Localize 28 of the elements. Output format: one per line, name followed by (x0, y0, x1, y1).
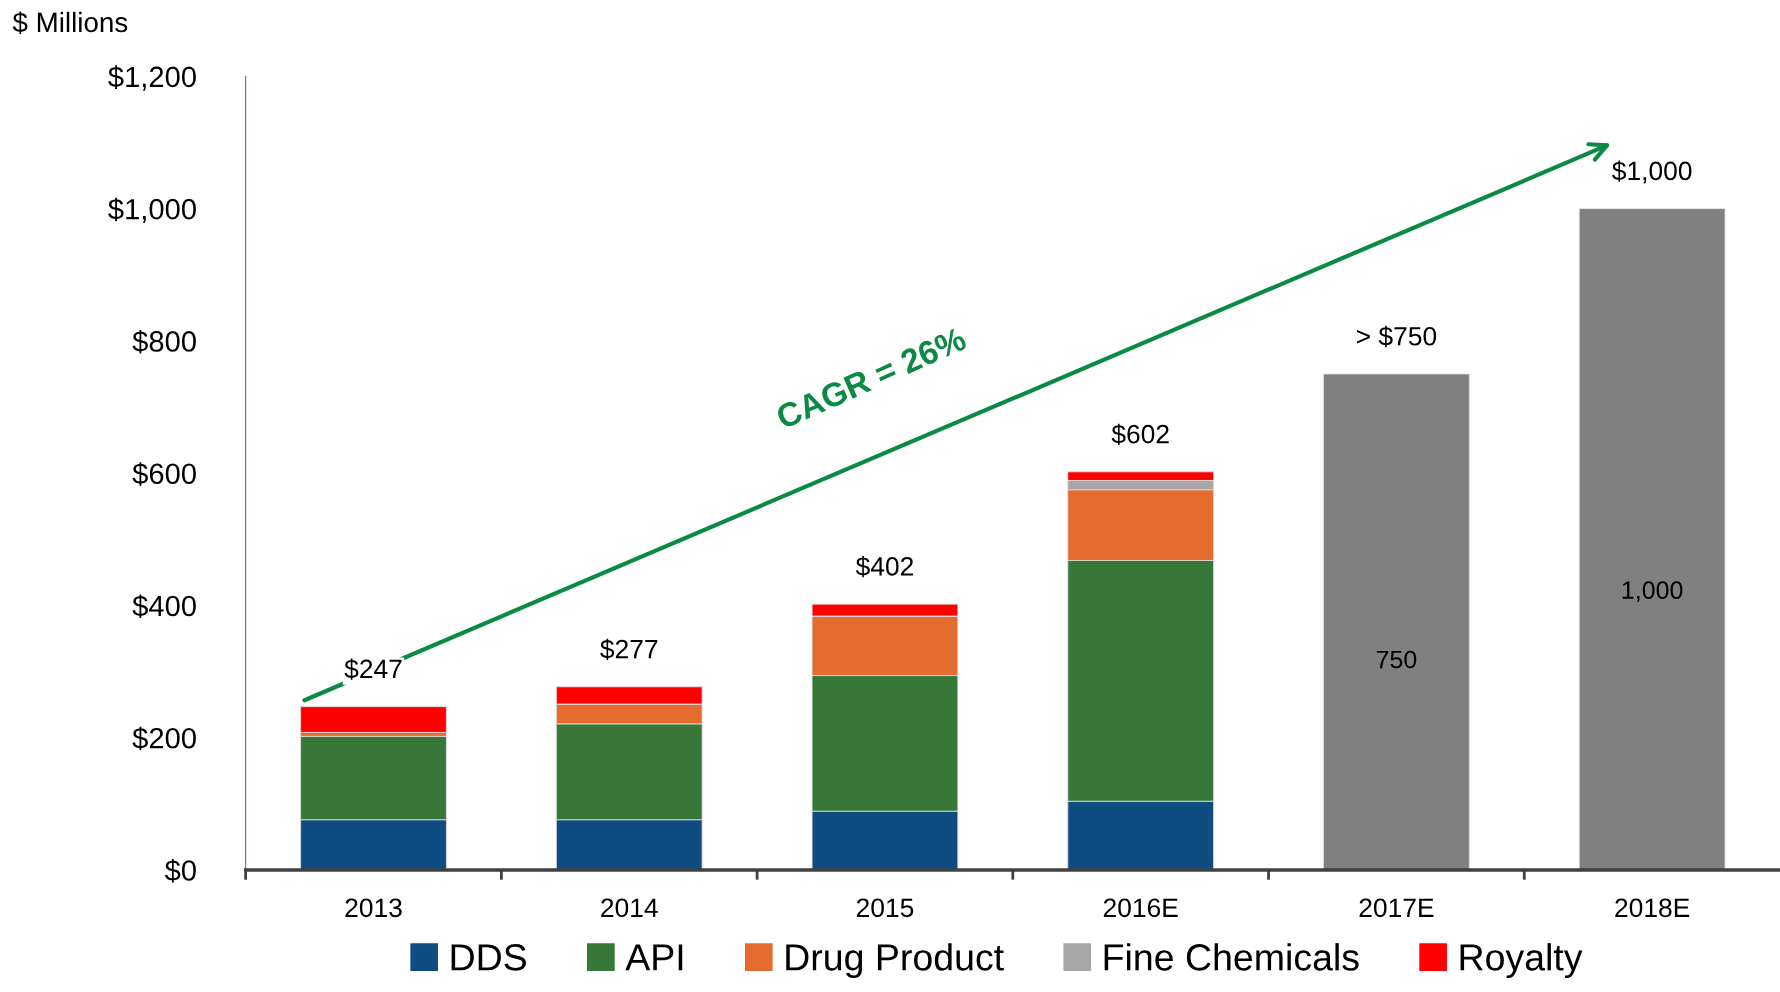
y-tick-label: $1,200 (108, 65, 196, 91)
x-tick-label: 2018E (1615, 898, 1690, 918)
total-label: $602 (1111, 423, 1169, 446)
total-label: > $750 (1356, 325, 1437, 348)
y-tick-label: $200 (132, 726, 196, 751)
total-label: $277 (600, 638, 658, 660)
data-label: 750 (1376, 650, 1417, 669)
x-tick-label: 2017E (1359, 898, 1434, 918)
y-tick-label: $600 (132, 462, 196, 486)
y-tick-label: $0 (164, 858, 196, 883)
legend-label: Royalty (1460, 943, 1583, 979)
y-tick-label: $800 (132, 329, 196, 354)
legend-label: Drug Product (786, 943, 1004, 979)
x-tick-label: 2015 (856, 898, 914, 918)
x-tick-label: 2013 (345, 898, 402, 918)
legend-label: Fine Chemicals (1104, 943, 1359, 971)
x-tick-label: 2014 (601, 898, 658, 918)
annotation: CAGR = 26% (774, 326, 968, 430)
total-label: $1,000 (1612, 160, 1692, 184)
legend-label: API (625, 944, 683, 971)
y-axis-title: $ Millions (12, 11, 128, 34)
y-tick-label: $1,000 (108, 197, 196, 223)
total-label: $247 (344, 658, 402, 680)
total-label: $402 (855, 555, 913, 578)
x-tick-label: 2016E (1103, 898, 1178, 918)
y-tick-label: $400 (132, 594, 196, 619)
data-label: 1,000 (1622, 581, 1683, 602)
legend-label: DDS (451, 944, 527, 971)
